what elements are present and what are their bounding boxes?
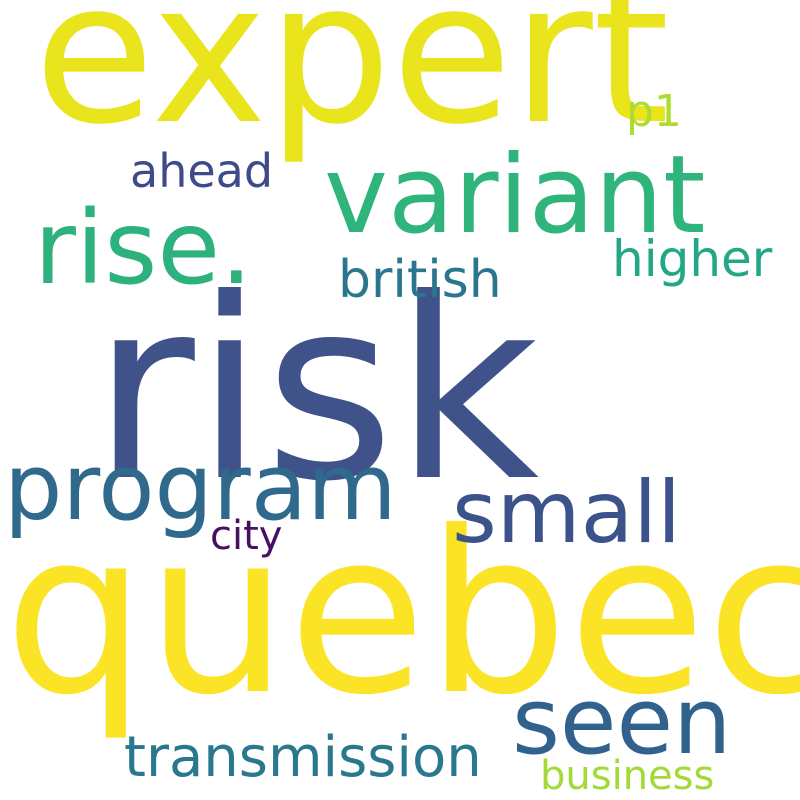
word-variant: variant [324,133,706,258]
word-ahead: ahead [130,144,274,198]
word-british: british [338,250,502,310]
word-business: business [540,753,715,799]
word-quebec: quebec [4,483,800,744]
word-program: program [4,434,397,541]
word-risk: risk [92,245,540,536]
word-p1: p1 [626,86,682,137]
word-seen: seen [512,668,732,775]
word-city: city [210,513,283,559]
word-expert: expert [34,0,670,168]
word-rise: rise. [34,189,253,308]
word-higher: higher [612,230,773,288]
word-small: small [452,463,682,563]
word-transmission: transmission [124,725,482,790]
